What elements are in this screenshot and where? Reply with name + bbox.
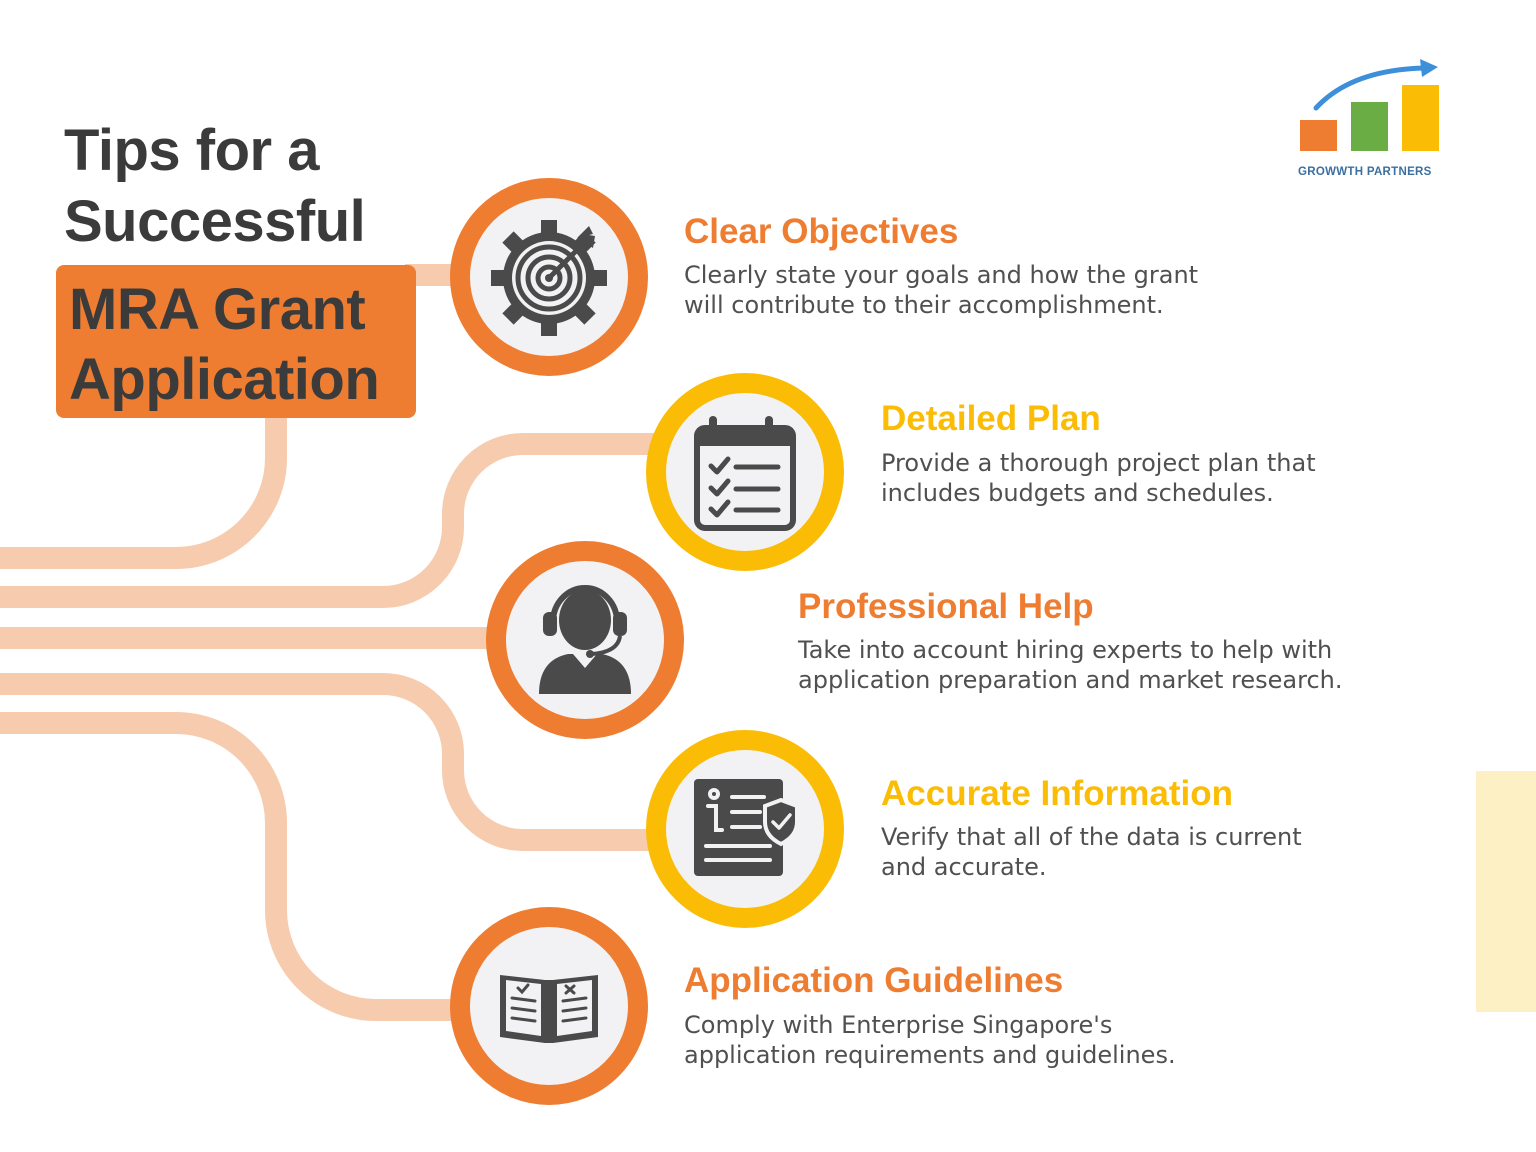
logo-text: GROWWTH PARTNERS: [1298, 166, 1432, 178]
title-line-2: Successful: [64, 189, 366, 254]
tip-1-body: Clearly state your goals and how the gra…: [684, 260, 1198, 320]
open-book-icon: [500, 975, 598, 1043]
checklist-calendar-icon: [694, 416, 796, 531]
tip-5-heading: Application Guidelines: [684, 961, 1064, 1000]
tip-2-body: Provide a thorough project plan that inc…: [881, 448, 1316, 508]
title-box-line-2: Application: [69, 347, 380, 412]
target-gear-icon: [491, 220, 607, 336]
tip-3-line-2: application preparation and market resea…: [798, 666, 1343, 694]
title-box-line-1: MRA Grant: [69, 277, 366, 342]
tip-2-line-1: Provide a thorough project plan that: [881, 449, 1316, 477]
connector-lines: [0, 264, 660, 1021]
tip-3-line-1: Take into account hiring experts to help…: [798, 636, 1333, 664]
tip-5-line-2: application requirements and guidelines.: [684, 1041, 1176, 1069]
tip-2-line-2: includes budgets and schedules.: [881, 479, 1274, 507]
tip-4-badge: [646, 730, 844, 928]
growth-partners-logo: [1300, 59, 1439, 151]
tip-5-body: Comply with Enterprise Singapore's appli…: [684, 1010, 1176, 1070]
tip-1-line-2: will contribute to their accomplishment.: [684, 291, 1164, 319]
tip-3-badge: [486, 541, 684, 739]
tip-1-badge: [450, 178, 648, 376]
tip-4-line-2: and accurate.: [881, 853, 1047, 881]
tip-3-body: Take into account hiring experts to help…: [798, 635, 1343, 695]
connector-to-tip-2: [0, 433, 660, 608]
tip-2-badge: [646, 373, 844, 571]
decorative-side-panel: [1476, 771, 1536, 1012]
title-highlight-box: MRA Grant Application: [56, 265, 416, 418]
logo-bar-orange: [1300, 120, 1337, 151]
info-document-shield-icon: [694, 779, 799, 876]
tip-4-heading: Accurate Information: [881, 774, 1233, 813]
tip-3-heading: Professional Help: [798, 587, 1094, 626]
tip-1-heading: Clear Objectives: [684, 212, 959, 251]
title-line-1: Tips for a: [64, 118, 319, 183]
tip-5-line-1: Comply with Enterprise Singapore's: [684, 1011, 1113, 1039]
logo-arrow-icon: [1313, 65, 1427, 111]
connector-to-tip-4: [0, 673, 660, 851]
tip-4-line-1: Verify that all of the data is current: [881, 823, 1302, 851]
connector-title-down: [0, 418, 287, 569]
headset-support-icon: [539, 585, 631, 694]
tip-4-body: Verify that all of the data is current a…: [881, 822, 1302, 882]
tip-1-line-1: Clearly state your goals and how the gra…: [684, 261, 1199, 289]
logo-bar-yellow: [1402, 85, 1439, 151]
tip-2-heading: Detailed Plan: [881, 399, 1101, 438]
tip-5-badge: [450, 907, 648, 1105]
logo-bar-green: [1351, 102, 1388, 151]
connector-to-tip-5: [0, 712, 460, 1021]
